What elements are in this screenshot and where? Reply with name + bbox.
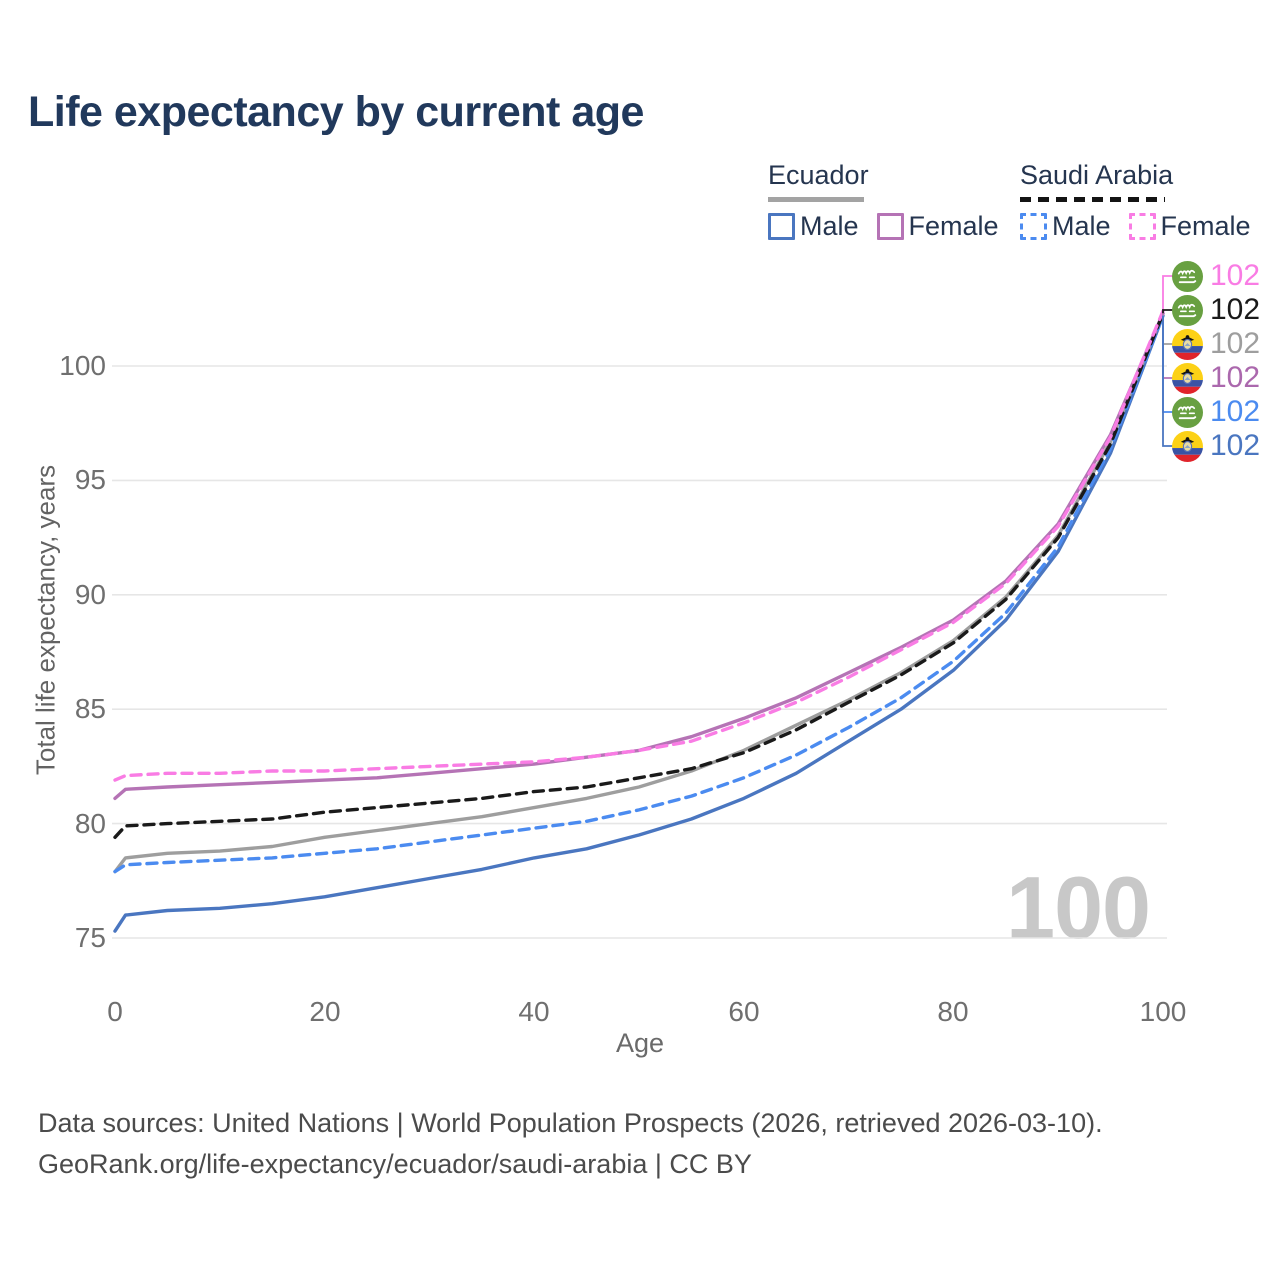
x-axis-title: Age <box>615 1028 665 1058</box>
legend-item-label: Female <box>908 211 999 241</box>
legend-country-saudi-arabia[interactable]: Saudi Arabia <box>1020 160 1174 190</box>
end-value: 102 <box>1210 327 1261 360</box>
saudi-male-swatch-icon <box>1020 213 1047 240</box>
flag-saudi-arabia-icon <box>1172 294 1203 326</box>
legend-item-label: Male <box>800 211 859 241</box>
end-value: 102 <box>1210 293 1261 326</box>
end-label-row-saudi-female: 102 <box>1172 259 1260 293</box>
legend-country-ecuador[interactable]: Ecuador <box>768 160 869 190</box>
legend-group-saudi-arabia: Saudi Arabia Male Female <box>1020 160 1269 242</box>
flag-ecuador-icon <box>1172 328 1203 360</box>
flag-ecuador-icon <box>1172 430 1203 462</box>
end-label-connector-saudi_female <box>1162 275 1174 312</box>
flag-ecuador-icon <box>1172 362 1203 394</box>
x-tick-label: 100 <box>1139 996 1187 1027</box>
flag-saudi-arabia-icon <box>1172 396 1203 428</box>
x-tick-label: 60 <box>728 996 760 1027</box>
series-line-ecuador_male[interactable] <box>113 314 1165 933</box>
data-sources-line: Data sources: United Nations | World Pop… <box>38 1108 1103 1138</box>
y-tick-label: 75 <box>74 922 106 953</box>
legend-item-ecuador-female[interactable]: Female <box>876 211 999 242</box>
series-line-saudi_male[interactable] <box>113 314 1165 874</box>
end-label-row-ecuador-total: 102 <box>1172 327 1260 361</box>
end-label-row-saudi-total: 102 <box>1172 293 1260 327</box>
legend-underline-saudi-arabia <box>1020 197 1165 202</box>
end-label-row-saudi-male: 102 <box>1172 395 1260 429</box>
x-tick-label: 0 <box>107 996 123 1027</box>
y-tick-label: 90 <box>74 579 106 610</box>
end-value: 102 <box>1210 361 1261 394</box>
series-line-saudi_female[interactable] <box>113 309 1165 782</box>
y-tick-label: 80 <box>74 808 106 839</box>
end-value: 102 <box>1210 395 1261 428</box>
legend-group-ecuador: Ecuador Male Female <box>768 160 1017 242</box>
end-label-connector-ecuador_male <box>1162 315 1174 447</box>
x-tick-label: 20 <box>309 996 341 1027</box>
series-line-ecuador_female[interactable] <box>113 311 1165 801</box>
ecuador-male-swatch-icon <box>768 213 795 240</box>
legend-item-label: Male <box>1052 211 1111 241</box>
attribution-line: GeoRank.org/life-expectancy/ecuador/saud… <box>38 1149 752 1179</box>
end-value: 102 <box>1210 259 1261 292</box>
legend-item-ecuador-male[interactable]: Male <box>768 211 859 242</box>
ecuador-female-swatch-icon <box>876 213 904 240</box>
legend-item-saudi-male[interactable]: Male <box>1020 211 1111 242</box>
y-tick-label: 100 <box>59 350 106 381</box>
y-tick-label: 95 <box>74 464 106 495</box>
age-watermark: 100 <box>1006 858 1151 957</box>
x-tick-label: 40 <box>518 996 550 1027</box>
series-line-ecuador_total[interactable] <box>113 311 1165 874</box>
legend-underline-ecuador <box>768 197 864 202</box>
x-tick-label: 80 <box>937 996 969 1027</box>
end-label-row-ecuador-male: 102 <box>1172 429 1260 463</box>
saudi-female-swatch-icon <box>1128 213 1156 240</box>
legend-item-label: Female <box>1160 211 1251 241</box>
page-title: Life expectancy by current age <box>28 88 644 136</box>
legend-item-saudi-female[interactable]: Female <box>1128 211 1251 242</box>
end-label-row-ecuador-female: 102 <box>1172 361 1260 395</box>
end-value: 102 <box>1210 429 1261 462</box>
end-label-connector-saudi_total <box>1162 309 1174 314</box>
series-line-saudi_total[interactable] <box>113 311 1165 839</box>
flag-saudi-arabia-icon <box>1172 260 1203 292</box>
y-tick-label: 85 <box>74 693 106 724</box>
